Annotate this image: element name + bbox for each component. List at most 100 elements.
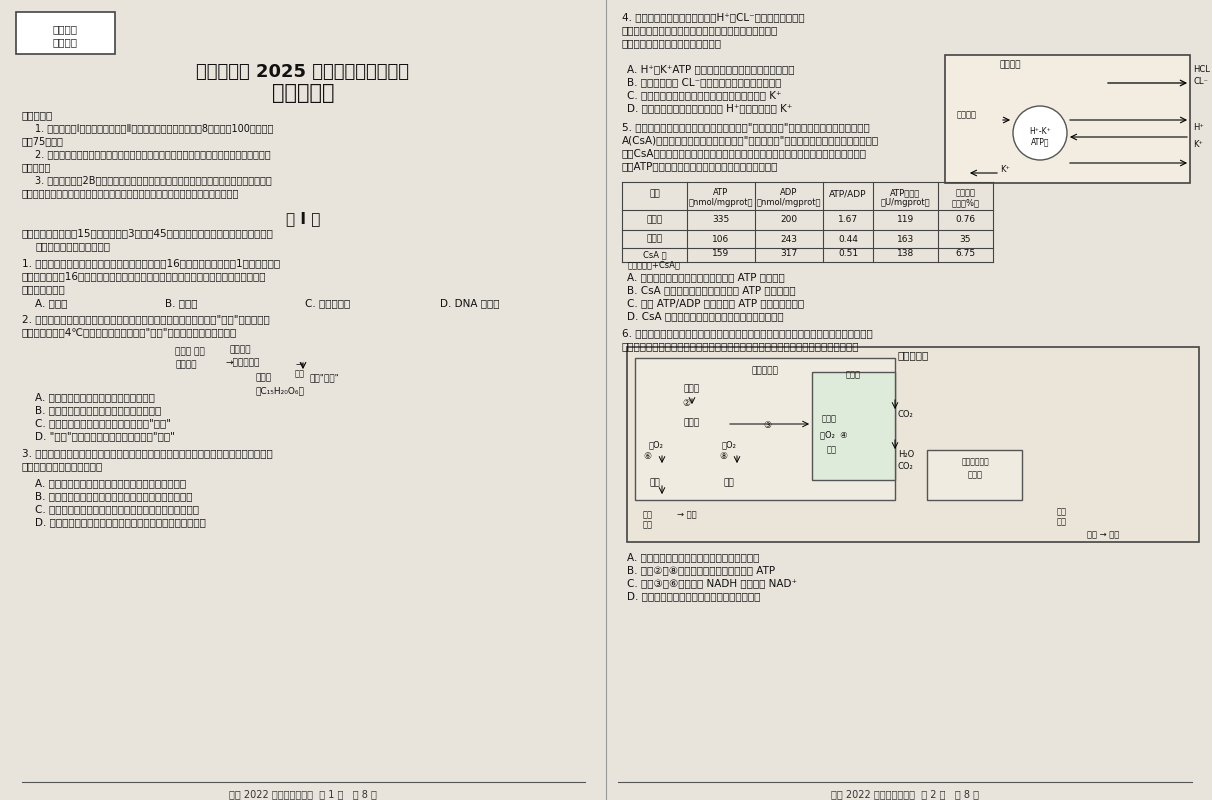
Text: D. 低温处理大葱根尖组织后可以观察到染色体数加倍的细胞: D. 低温处理大葱根尖组织后可以观察到染色体数加倍的细胞 [35,517,206,527]
Text: 0.76: 0.76 [955,215,976,225]
Text: 乙醇: 乙醇 [724,478,734,487]
Text: 缺血组: 缺血组 [646,234,663,243]
Text: 138: 138 [897,250,914,258]
Text: 量、ATP酶活性，结果如下表。下列有关叙述错误的是: 量、ATP酶活性，结果如下表。下列有关叙述错误的是 [622,161,778,171]
Text: 葡萄糖: 葡萄糖 [967,470,983,479]
Text: CO₂: CO₂ [898,410,914,419]
Text: 生物学试题: 生物学试题 [271,83,335,103]
Text: 35: 35 [960,234,971,243]
Text: 染色体可以执行16条染色体的功能。推测在人工合成染色体的过程中，下列物质需要的: 染色体可以执行16条染色体的功能。推测在人工合成染色体的过程中，下列物质需要的 [22,271,267,281]
Text: ATP酶活性: ATP酶活性 [891,188,921,197]
Text: 对照组: 对照组 [646,215,663,225]
Text: ATP/ADP: ATP/ADP [829,190,867,198]
Text: K⁺: K⁺ [1000,165,1010,174]
Text: 注意事项：: 注意事项： [22,110,53,120]
Text: 严禁泄露: 严禁泄露 [52,37,78,47]
Text: 6. 金鱼色泽斑斓、形态各异，备受人们喜爱，我国是最早养殖和培育金鱼的国家。金鱼骨: 6. 金鱼色泽斑斓、形态各异，备受人们喜爱，我国是最早养殖和培育金鱼的国家。金鱼… [622,328,873,338]
Text: 卡上，在本试题卷上作答无效。考试结束后，只将答题卡交回，本试卷由考生保留。: 卡上，在本试题卷上作答无效。考试结束后，只将答题卡交回，本试卷由考生保留。 [22,188,240,198]
Text: D. 奥美拉唑能抑制胃壁细胞分泌 H⁺而促进其吸收 K⁺: D. 奥美拉唑能抑制胃壁细胞分泌 H⁺而促进其吸收 K⁺ [627,103,793,113]
Text: →多种关键酶: →多种关键酶 [225,358,259,367]
Text: D. DNA 聚合酶: D. DNA 聚合酶 [440,298,499,308]
Text: 无O₂: 无O₂ [648,440,664,449]
Bar [945,55,1190,183]
Text: ATP酶: ATP酶 [1030,137,1050,146]
Text: A. 无氧呼吸的场所可以是细胞质基质和线粒体: A. 无氧呼吸的场所可以是细胞质基质和线粒体 [627,552,760,562]
Text: 奥美拉唑: 奥美拉唑 [957,110,977,119]
Text: 血橙"充血": 血橙"充血" [310,373,339,382]
Text: 细胞质基质: 细胞质基质 [751,366,778,375]
Text: K⁺: K⁺ [1193,140,1204,149]
Text: H⁺-K⁺: H⁺-K⁺ [1029,127,1051,136]
Text: A. 花色苷在血橙果肉细胞的核糖体中合成: A. 花色苷在血橙果肉细胞的核糖体中合成 [35,392,155,402]
Text: 线粒体: 线粒体 [846,370,861,379]
Text: 有O₂  ④: 有O₂ ④ [821,430,847,439]
Text: 无O₂: 无O₂ [722,440,737,449]
Text: 335: 335 [713,215,730,225]
Text: 花色苷 表达: 花色苷 表达 [175,347,205,356]
Text: A. 利用纸层析法可分离大葱绿色管状叶细胞中的色素: A. 利用纸层析法可分离大葱绿色管状叶细胞中的色素 [35,478,187,488]
Text: ⑧: ⑧ [719,452,727,461]
Text: C. 胃壁细胞可以利用不同的转运蛋白来跨膜运输 K⁺: C. 胃壁细胞可以利用不同的转运蛋白来跨膜运输 K⁺ [627,90,782,100]
Text: 乙酸: 乙酸 [827,445,837,454]
Text: D. "充血"较少的血橙可放冰箱储存促其"充血": D. "充血"较少的血橙可放冰箱储存促其"充血" [35,431,175,441]
Text: （C₁₅H₂₀O₆）: （C₁₅H₂₀O₆） [255,386,304,395]
Text: 乙醇 → 水中: 乙醇 → 水中 [1087,530,1119,539]
Text: （nmol/mgprot）: （nmol/mgprot） [756,198,822,207]
Text: 6.75: 6.75 [955,250,976,258]
Text: B. CsA 处理可使缺血心肌细胞分解 ATP 的速率下降: B. CsA 处理可使缺血心肌细胞分解 ATP 的速率下降 [627,285,795,295]
Text: 时间75分钟。: 时间75分钟。 [22,136,64,146]
Text: 其他组织细胞: 其他组织细胞 [961,457,989,466]
Text: D. CsA 可改善能量代谢进而使损伤的心肌恢复正常: D. CsA 可改善能量代谢进而使损伤的心肌恢复正常 [627,311,784,321]
Text: 4. 胃酸主要是由胃壁细胞分泌的H⁺和CL⁻构成，胃酸过多会: 4. 胃酸主要是由胃壁细胞分泌的H⁺和CL⁻构成，胃酸过多会 [622,12,805,22]
Text: 1.67: 1.67 [837,215,858,225]
Text: ATP: ATP [714,188,728,197]
Bar [812,372,894,480]
Text: 200: 200 [781,215,797,225]
Text: 一项是符合题目要求的。）: 一项是符合题目要求的。） [35,241,110,251]
Bar [627,347,1199,542]
Text: CL⁻: CL⁻ [1193,77,1208,86]
Text: 研究CsA对大鼠心肌的影响，测定心肌梗死面积和心肌组织细胞中高能磷酸化合物的含: 研究CsA对大鼠心肌的影响，测定心肌梗死面积和心肌组织细胞中高能磷酸化合物的含 [622,148,867,158]
Text: C. 过程③和⑥均能消耗 NADH 同时产生 NAD⁺: C. 过程③和⑥均能消耗 NADH 同时产生 NAD⁺ [627,578,797,588]
Text: 可能性最小的是: 可能性最小的是 [22,284,65,294]
Text: 心肌梗死: 心肌梗死 [955,188,976,197]
Text: 159: 159 [713,250,730,258]
Text: 花色苷: 花色苷 [255,373,271,382]
FancyBboxPatch shape [16,12,115,54]
Text: 3. 大葱有绿色的管状叶、白色的葱白和较发达的根系，是生物学实验的好材料。下列用大: 3. 大葱有绿色的管状叶、白色的葱白和较发达的根系，是生物学实验的好材料。下列用… [22,448,273,458]
Text: 引起胃部不适，其分泌机制如右图，药物奥美拉唑常被用: 引起胃部不适，其分泌机制如右图，药物奥美拉唑常被用 [622,25,778,35]
Text: 一、选择题（本题共15小题，每小题3分，共45分。在每小题给出的四个选项中，只有: 一、选择题（本题共15小题，每小题3分，共45分。在每小题给出的四个选项中，只有 [22,228,274,238]
Text: 前体物质: 前体物质 [230,345,252,354]
Text: 第 Ⅰ 卷: 第 Ⅰ 卷 [286,211,320,226]
Text: B. 胆固醇: B. 胆固醇 [165,298,198,308]
Text: B. 胃壁细胞分泌 CL⁻不会消耗细胞代谢释放的能量: B. 胃壁细胞分泌 CL⁻不会消耗细胞代谢释放的能量 [627,77,782,87]
Text: （nmol/mgprot）: （nmol/mgprot） [688,198,753,207]
Text: A. 氨基酸: A. 氨基酸 [35,298,68,308]
Text: 如下图，低温（4℃左右）处理可促进血橙"充血"。下列有关叙述错误的是: 如下图，低温（4℃左右）处理可促进血橙"充血"。下列有关叙述错误的是 [22,327,238,337]
Text: 葡萄糖: 葡萄糖 [684,384,701,393]
Text: 血液: 血液 [1057,507,1067,516]
Text: 胃壁细胞: 胃壁细胞 [999,60,1021,69]
Text: C. 基因可通过控制酶的合成来控制血橙"充血": C. 基因可通过控制酶的合成来控制血橙"充血" [35,418,171,428]
Text: 积累: 积累 [295,369,305,378]
Text: H₂O: H₂O [898,450,914,459]
Text: 工作秘密: 工作秘密 [52,24,78,34]
Text: 丙酮酸: 丙酮酸 [684,418,701,427]
Text: CO₂: CO₂ [898,462,914,471]
Text: 1. 我国科学家使用现代生物工程技术将酿酒酵母的16条染色体人工合成为1条染色体，该: 1. 我国科学家使用现代生物工程技术将酿酒酵母的16条染色体人工合成为1条染色体… [22,258,280,268]
Text: →: → [295,360,303,369]
Text: 自贡市普高 2025 届第一次诊断性考试: 自贡市普高 2025 届第一次诊断性考试 [196,63,410,81]
Text: 丙酮酸: 丙酮酸 [822,414,837,423]
Text: 面积（%）: 面积（%） [951,198,979,207]
Text: 317: 317 [781,250,797,258]
Text: D. 该生理机制可以避免金鱼因乳酸积累而中毒: D. 该生理机制可以避免金鱼因乳酸积累而中毒 [627,591,760,601]
Text: 2. 我市某乡镇大力发展血橙种植产业，助力美丽乡村建设。血橙果肉"充血"变红的机制: 2. 我市某乡镇大力发展血橙种植产业，助力美丽乡村建设。血橙果肉"充血"变红的机… [22,314,270,324]
Text: （缺血处理+CsA）: （缺血处理+CsA） [628,260,681,269]
Bar [927,450,1022,500]
Text: 119: 119 [897,215,914,225]
Text: 普高 2022 级一诊生物试题  第 1 页   共 8 页: 普高 2022 级一诊生物试题 第 1 页 共 8 页 [229,789,377,799]
Text: 组别: 组别 [650,190,659,198]
Text: 骼肌细胞呼吸的生理机制如下图所示。下列有关金鱼骨骼肌细胞呼吸的叙述，错误的是: 骼肌细胞呼吸的生理机制如下图所示。下列有关金鱼骨骼肌细胞呼吸的叙述，错误的是 [622,341,859,351]
Text: ②: ② [682,399,690,408]
Text: 243: 243 [781,234,797,243]
